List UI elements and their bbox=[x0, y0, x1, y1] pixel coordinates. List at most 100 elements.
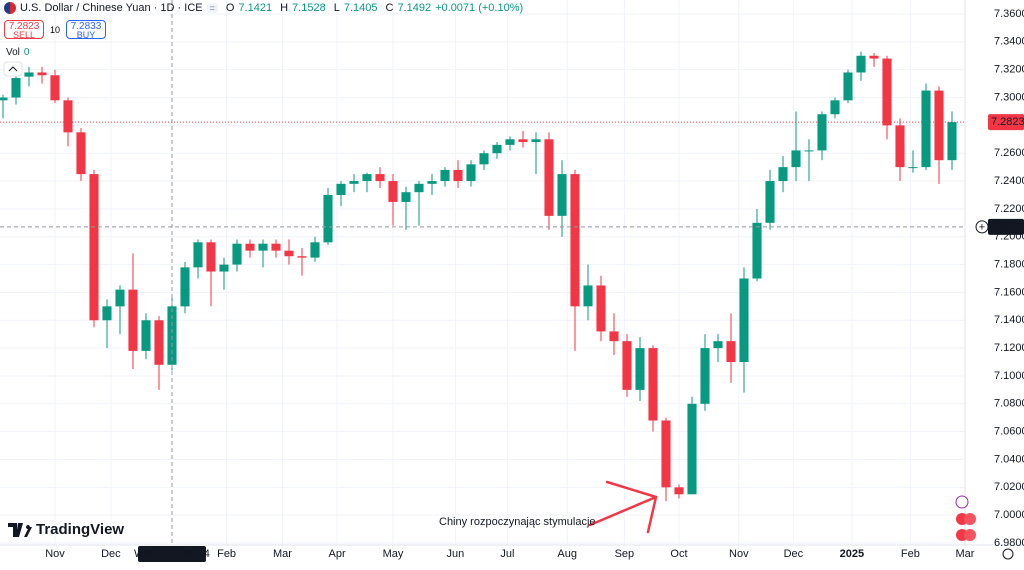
x-tick-label: Nov bbox=[45, 548, 65, 560]
y-tick-label: 7.1000 bbox=[994, 370, 1024, 382]
x-tick-label: Dec bbox=[784, 548, 804, 560]
ohlc-value: 7.1405 bbox=[343, 2, 378, 14]
y-tick-label: 7.2600 bbox=[994, 147, 1024, 159]
y-tick-label: 7.0800 bbox=[994, 398, 1024, 410]
candle-body bbox=[310, 242, 320, 258]
collapse-chevron bbox=[8, 66, 18, 72]
volume-value: 0 bbox=[23, 47, 30, 58]
x-tick-label: Feb bbox=[901, 548, 920, 560]
x-tick-label: Feb bbox=[217, 548, 236, 560]
candle-body bbox=[791, 150, 801, 168]
candle-body bbox=[141, 320, 151, 351]
candle-body bbox=[492, 144, 502, 154]
candle-body bbox=[518, 139, 528, 143]
volume-label: Vol bbox=[6, 47, 20, 58]
candle-body bbox=[336, 183, 346, 195]
candle-body bbox=[50, 75, 60, 101]
indicator-toggle[interactable]: = bbox=[206, 3, 218, 13]
candle-body bbox=[63, 100, 73, 133]
alert-icon bbox=[955, 495, 969, 509]
candle-body bbox=[635, 348, 645, 390]
candle-body bbox=[11, 78, 21, 98]
candle-body bbox=[609, 331, 619, 342]
candle-body bbox=[869, 55, 879, 59]
ohlc-key: H bbox=[280, 2, 289, 14]
candle-body bbox=[596, 285, 606, 332]
candle-body bbox=[700, 348, 710, 404]
sell-label: SELL bbox=[12, 30, 36, 40]
x-tick-label: Apr bbox=[329, 548, 346, 560]
y-tick-label: 7.3600 bbox=[994, 8, 1024, 20]
y-tick-label: 7.1800 bbox=[994, 258, 1024, 270]
x-tick-label: Aug bbox=[557, 548, 577, 560]
crosshair-price-tag bbox=[988, 218, 1024, 235]
candle-body bbox=[284, 250, 294, 257]
candle-body bbox=[817, 114, 827, 151]
candle-body bbox=[414, 183, 424, 193]
candle-body bbox=[947, 122, 957, 161]
ohlc-value: 7.1421 bbox=[238, 2, 273, 14]
candle-body bbox=[440, 169, 450, 182]
candle-body bbox=[271, 243, 281, 251]
candle-body bbox=[856, 55, 866, 73]
y-tick-label: 6.9800 bbox=[994, 537, 1024, 549]
y-tick-label: 7.2200 bbox=[994, 203, 1024, 215]
symbol-flag bbox=[4, 2, 16, 14]
candle-body bbox=[531, 139, 541, 143]
sell-button[interactable]: 7.2823 SELL bbox=[4, 20, 44, 40]
y-tick-label: 7.3200 bbox=[994, 64, 1024, 76]
candle-body bbox=[648, 348, 658, 421]
candle-body bbox=[479, 153, 489, 165]
price-change: +0.0071 (+0.10%) bbox=[435, 2, 524, 14]
x-tick-label: Sep bbox=[615, 548, 635, 560]
event-icon bbox=[964, 529, 976, 541]
candle-body bbox=[544, 139, 554, 216]
candle-body bbox=[89, 174, 99, 321]
last-price-tag bbox=[988, 114, 1024, 131]
x-tick-label: Mar bbox=[956, 548, 975, 560]
candle-body bbox=[167, 306, 177, 365]
candle-body bbox=[466, 164, 476, 182]
candle-body bbox=[102, 306, 112, 321]
settings-icon bbox=[1002, 548, 1014, 560]
buy-price: 7.2833 bbox=[70, 21, 102, 32]
candle-body bbox=[206, 242, 216, 272]
last-price-label: 7.2823 bbox=[991, 116, 1024, 128]
buy-button[interactable]: 7.2833 BUY bbox=[66, 20, 107, 40]
crosshair-date-tag bbox=[137, 546, 206, 562]
candle-body bbox=[505, 139, 515, 145]
x-tick-label: Jun bbox=[447, 548, 465, 560]
x-tick-label: Jul bbox=[500, 548, 514, 560]
y-tick-label: 7.0400 bbox=[994, 453, 1024, 465]
header: U.S. Dollar / Chinese Yuan · 1D · ICE = … bbox=[4, 2, 523, 14]
candle-body bbox=[401, 192, 411, 202]
candle-body bbox=[245, 243, 255, 251]
candle-body bbox=[375, 174, 385, 182]
candle-body bbox=[622, 341, 632, 390]
ohlc-value: 7.1492 bbox=[397, 2, 432, 14]
x-tick-label: Dec bbox=[101, 548, 121, 560]
brand-name: TradingView bbox=[36, 521, 125, 538]
candle-body bbox=[453, 169, 463, 182]
ohlc-key: O bbox=[225, 2, 235, 14]
candle-body bbox=[882, 58, 892, 126]
candle-body bbox=[713, 341, 723, 349]
candle-body bbox=[154, 320, 164, 365]
candle-body bbox=[193, 242, 203, 268]
candle-body bbox=[752, 222, 762, 279]
annotation: Chiny rozpoczynając stymulacje bbox=[439, 516, 596, 528]
x-tick-label: Mar bbox=[273, 548, 292, 560]
symbol-title[interactable]: U.S. Dollar / Chinese Yuan · 1D · ICE bbox=[20, 2, 203, 14]
candle-body bbox=[115, 289, 125, 307]
candle-body bbox=[895, 125, 905, 168]
volume-legend: Vol 0 bbox=[6, 47, 29, 58]
candle-body bbox=[427, 181, 437, 184]
crosshair-plus: + bbox=[979, 221, 985, 233]
logo bbox=[8, 522, 32, 537]
x-tick-label: 2025 bbox=[840, 548, 864, 560]
candle-body bbox=[258, 243, 268, 251]
candle-body bbox=[687, 403, 697, 495]
y-tick-label: 7.3400 bbox=[994, 36, 1024, 48]
candle-body bbox=[765, 181, 775, 223]
